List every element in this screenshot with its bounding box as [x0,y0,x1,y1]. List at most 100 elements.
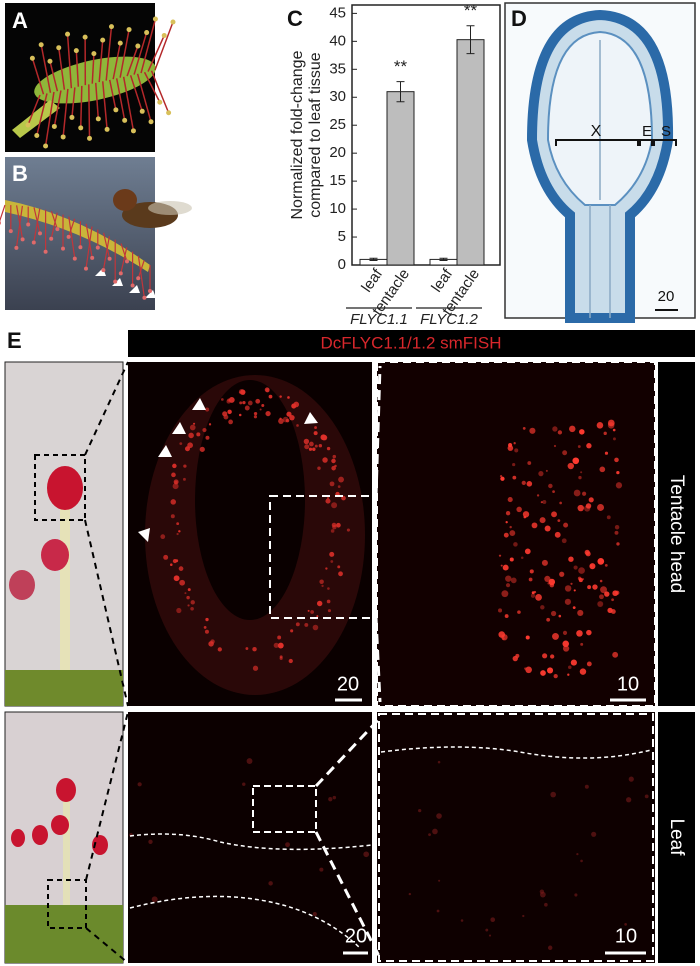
signal-dot [522,914,525,918]
signal-dot [540,605,545,610]
signal-dot [183,464,187,468]
signal-dot [173,575,180,582]
signal-dot [517,610,521,614]
signal-dot [570,659,577,666]
signal-dot [570,582,573,585]
signal-dot [314,444,318,448]
y-tick-label: 15 [329,172,346,189]
signal-dot [163,554,169,560]
tentacle [98,40,104,83]
signal-dot [255,398,261,404]
tentacle [105,26,113,81]
tissue-core [195,380,305,620]
tentacle-gland [72,256,77,261]
signal-dot [313,431,318,436]
signal-dot [307,609,310,612]
signal-dot [268,881,273,886]
sundew-leaf [12,16,176,149]
panel-label: D [511,6,527,31]
signal-dot [586,629,592,636]
tentacle-head-section [526,9,674,323]
signal-dot [309,441,314,447]
signal-dot [525,666,532,674]
tentacle-gland [87,135,93,141]
tentacle-gland [91,51,97,57]
signal-dot [436,813,442,819]
tentacle-gland [117,40,123,46]
signal-dot [572,457,580,465]
tentacle [136,73,152,122]
signal-dot [567,673,570,676]
signal-dot [614,457,619,463]
tentacle [66,34,73,89]
signal-dot [509,525,512,529]
signal-dot [553,673,558,679]
signal-dot [179,442,183,446]
tentacle-gland [34,132,40,138]
signal-dot [304,444,310,450]
tentacle [120,247,128,274]
signal-dot [346,528,350,532]
signal-dot [563,522,569,528]
signal-dot [176,607,182,614]
signal-dot [577,576,582,581]
tentacle [137,260,145,279]
gland [41,539,69,571]
signal-dot [303,438,310,445]
signal-dot [584,549,590,556]
signal-dot [217,647,222,652]
tentacle-gland [101,268,106,273]
zoom-frame [378,713,654,962]
signal-dot [544,902,548,907]
signal-dot [573,565,578,570]
signal-dot [536,494,540,497]
leaf-surface [5,905,123,963]
signal-dot [438,879,441,882]
tentacle [112,42,122,80]
group-label: FLYC1.2 [420,311,478,328]
signal-dot [500,564,503,567]
y-tick-label: 35 [329,60,346,77]
signal-dot [512,462,516,467]
signal-dot [268,394,273,399]
tentacle [50,212,58,239]
petiole [12,100,60,138]
tentacle [68,216,76,259]
signal-dot [246,758,253,764]
signal-dot [568,665,572,670]
signal-dot [579,668,587,675]
signal-dot [223,414,229,420]
signal-dot [550,654,555,659]
signal-dot [203,626,207,629]
tentacle-gland [47,58,53,64]
signal-dot [326,496,330,500]
zoom-box [34,454,86,521]
leaf-surface [5,670,123,706]
tentacle [122,76,135,131]
signal-dot [205,617,209,622]
signal-dot [539,517,546,524]
signal-dot [325,567,328,570]
fish-image [128,712,372,963]
signal-dot [607,607,613,613]
signal-dot [278,418,284,424]
y-tick-label: 5 [338,228,346,245]
brackets [555,139,677,146]
signal-dot [170,563,173,566]
tentacle-gland [0,221,1,225]
tentacle-gland [55,227,60,232]
signal-dot [172,463,177,469]
zoom-box [269,495,377,619]
signal-dot [337,485,341,488]
tentacle [85,226,93,269]
sundew-with-fly [0,189,192,300]
signal-dot [564,598,571,605]
tentacle [0,204,6,222]
signal-dot [557,430,563,435]
signal-dot [557,519,561,523]
signal-dot [615,590,620,595]
signal-dot [509,530,516,536]
signal-dot [552,632,559,640]
signal-dot [614,530,619,535]
signal-dot [322,457,328,463]
